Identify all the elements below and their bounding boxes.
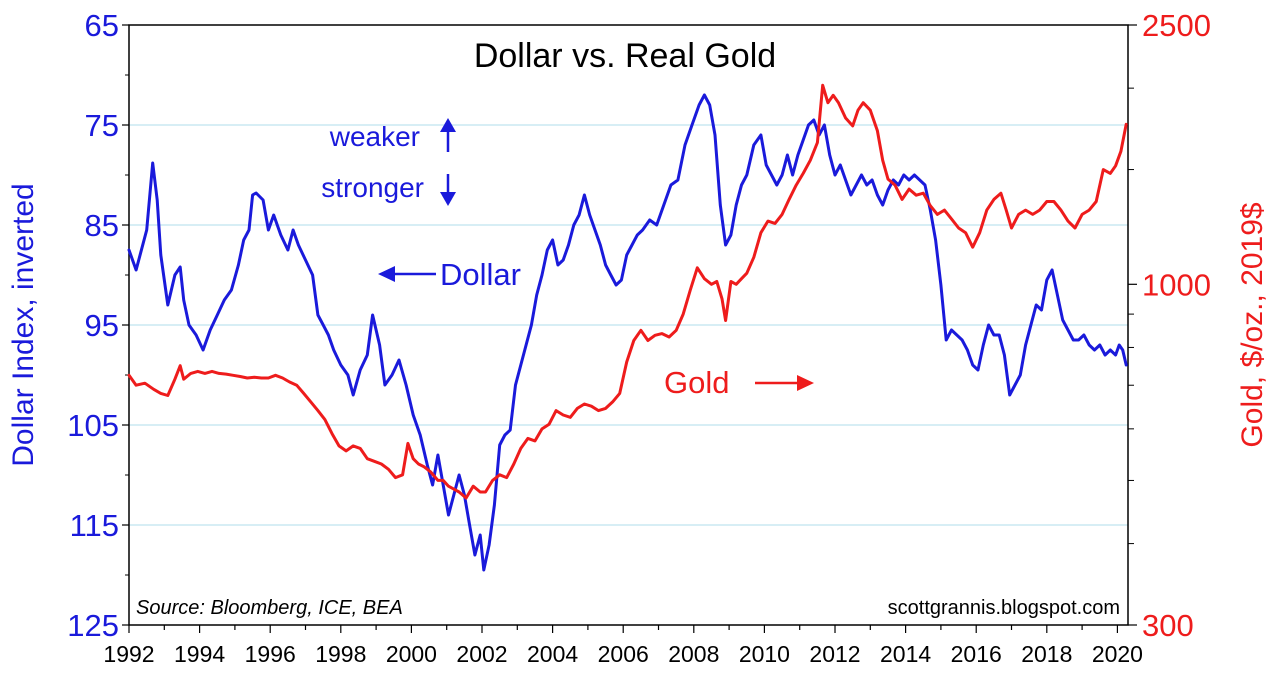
left-tick-label: 85 bbox=[85, 208, 119, 243]
x-tick-label: 2010 bbox=[739, 641, 790, 667]
left-axis-label: Dollar Index, inverted bbox=[7, 183, 40, 466]
x-tick-label: 2004 bbox=[527, 641, 578, 667]
gold-series-line bbox=[127, 83, 1128, 500]
left-tick-label: 105 bbox=[67, 408, 119, 443]
annotation-weaker: weaker bbox=[329, 121, 420, 152]
left-axis: 65 75 85 95 105 115 125 bbox=[67, 8, 129, 643]
up-arrow-icon bbox=[440, 118, 456, 152]
source-note: Source: Bloomberg, ICE, BEA bbox=[136, 597, 403, 619]
left-tick-label: 115 bbox=[70, 508, 119, 543]
credit-note: scottgrannis.blogspot.com bbox=[888, 597, 1120, 619]
dollar-series-label: Dollar bbox=[440, 257, 521, 292]
down-arrow-icon bbox=[440, 174, 456, 206]
left-arrow-icon bbox=[378, 266, 436, 282]
x-tick-label: 2002 bbox=[456, 641, 507, 667]
x-tick-label: 2020 bbox=[1092, 641, 1143, 667]
right-tick-label: 2500 bbox=[1142, 8, 1211, 43]
grid-lines bbox=[129, 124, 1128, 526]
x-tick-label: 1992 bbox=[103, 641, 154, 667]
x-axis: 1992 1994 1996 1998 2000 2002 2004 2006 2008 2010… bbox=[103, 625, 1143, 667]
x-tick-label: 2008 bbox=[668, 641, 719, 667]
dollar-series-line bbox=[127, 93, 1128, 572]
left-tick-label: 125 bbox=[67, 608, 119, 643]
x-tick-label: 2012 bbox=[809, 641, 860, 667]
x-tick-label: 1994 bbox=[174, 641, 225, 667]
right-axis: 300 1000 2500 bbox=[1128, 8, 1211, 643]
x-tick-label: 2016 bbox=[951, 641, 1002, 667]
series-layer bbox=[127, 83, 1128, 572]
x-tick-label: 2006 bbox=[598, 641, 649, 667]
right-arrow-icon bbox=[755, 375, 814, 391]
x-tick-label: 1996 bbox=[245, 641, 296, 667]
x-tick-label: 2018 bbox=[1021, 641, 1072, 667]
right-tick-label: 1000 bbox=[1142, 267, 1211, 302]
left-tick-label: 65 bbox=[85, 8, 119, 43]
right-axis-label: Gold, $/oz., 2019$ bbox=[1236, 202, 1269, 447]
x-tick-label: 2000 bbox=[386, 641, 437, 667]
left-tick-label: 75 bbox=[85, 108, 119, 143]
right-tick-label: 300 bbox=[1142, 608, 1194, 643]
x-tick-label: 2014 bbox=[880, 641, 931, 667]
x-tick-label: 1998 bbox=[315, 641, 366, 667]
left-tick-label: 95 bbox=[85, 308, 119, 343]
chart-title: Dollar vs. Real Gold bbox=[474, 37, 776, 75]
annotation-stronger: stronger bbox=[321, 172, 424, 203]
gold-series-label: Gold bbox=[664, 365, 729, 400]
